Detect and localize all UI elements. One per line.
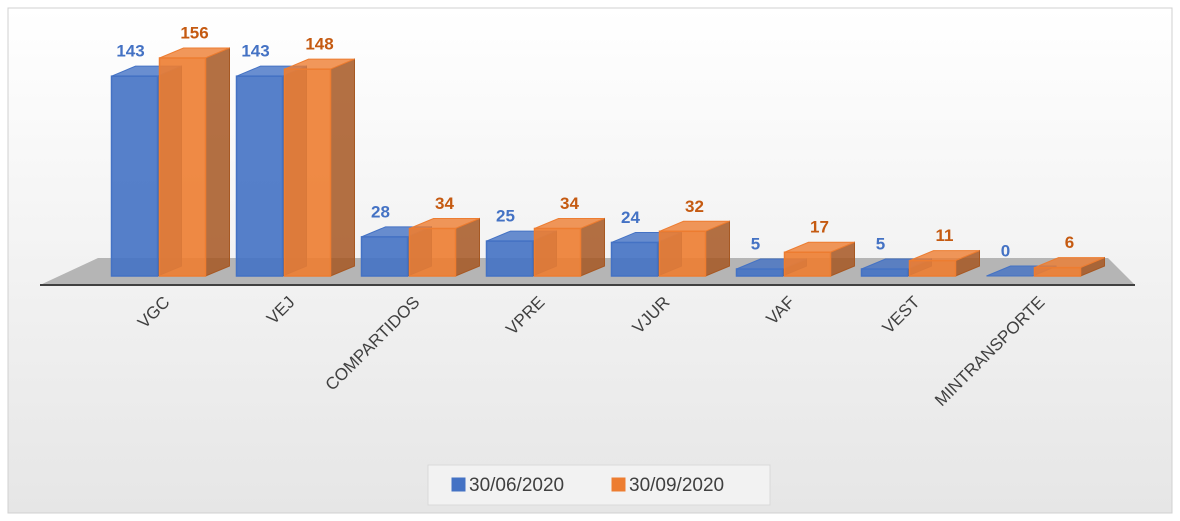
bar [485, 240, 534, 277]
bar-top [1034, 257, 1105, 269]
bar [783, 251, 832, 277]
bar [658, 230, 707, 277]
data-label: 25 [496, 207, 515, 226]
data-label: 143 [241, 42, 269, 61]
bar-top [784, 241, 855, 253]
data-label: 5 [751, 234, 760, 253]
legend-swatch [451, 477, 466, 492]
data-label: 28 [371, 202, 390, 221]
data-label: 148 [305, 35, 333, 54]
data-label: 156 [180, 23, 208, 42]
bar-top [659, 220, 730, 232]
bar-side [205, 47, 230, 277]
bar-top [534, 217, 605, 229]
bar [1033, 266, 1082, 277]
legend-label: 30/06/2020 [469, 475, 564, 496]
bar [158, 57, 207, 277]
data-label: 5 [876, 234, 885, 253]
bar-top [409, 217, 480, 229]
data-label: 0 [1001, 241, 1010, 260]
legend-label: 30/09/2020 [629, 475, 724, 496]
bar [735, 268, 784, 277]
bar [860, 268, 909, 277]
data-label: 6 [1065, 233, 1074, 252]
bar-top [159, 47, 230, 59]
bar [283, 68, 332, 277]
data-label: 24 [621, 208, 640, 227]
data-label: 32 [685, 197, 704, 216]
bar-side [330, 58, 355, 277]
bar [235, 75, 284, 277]
bar [110, 75, 159, 277]
data-label: 17 [810, 218, 829, 237]
data-label: 34 [435, 194, 454, 213]
bar-top [909, 250, 980, 262]
bar-top [284, 58, 355, 70]
bar [360, 236, 409, 277]
data-label: 34 [560, 194, 579, 213]
legend-swatch [611, 477, 626, 492]
bar [408, 227, 457, 277]
bar [533, 227, 582, 277]
bar [908, 259, 957, 277]
legend-box [427, 464, 771, 506]
data-label: 143 [116, 42, 144, 61]
data-label: 11 [936, 226, 954, 245]
bar [610, 241, 659, 277]
